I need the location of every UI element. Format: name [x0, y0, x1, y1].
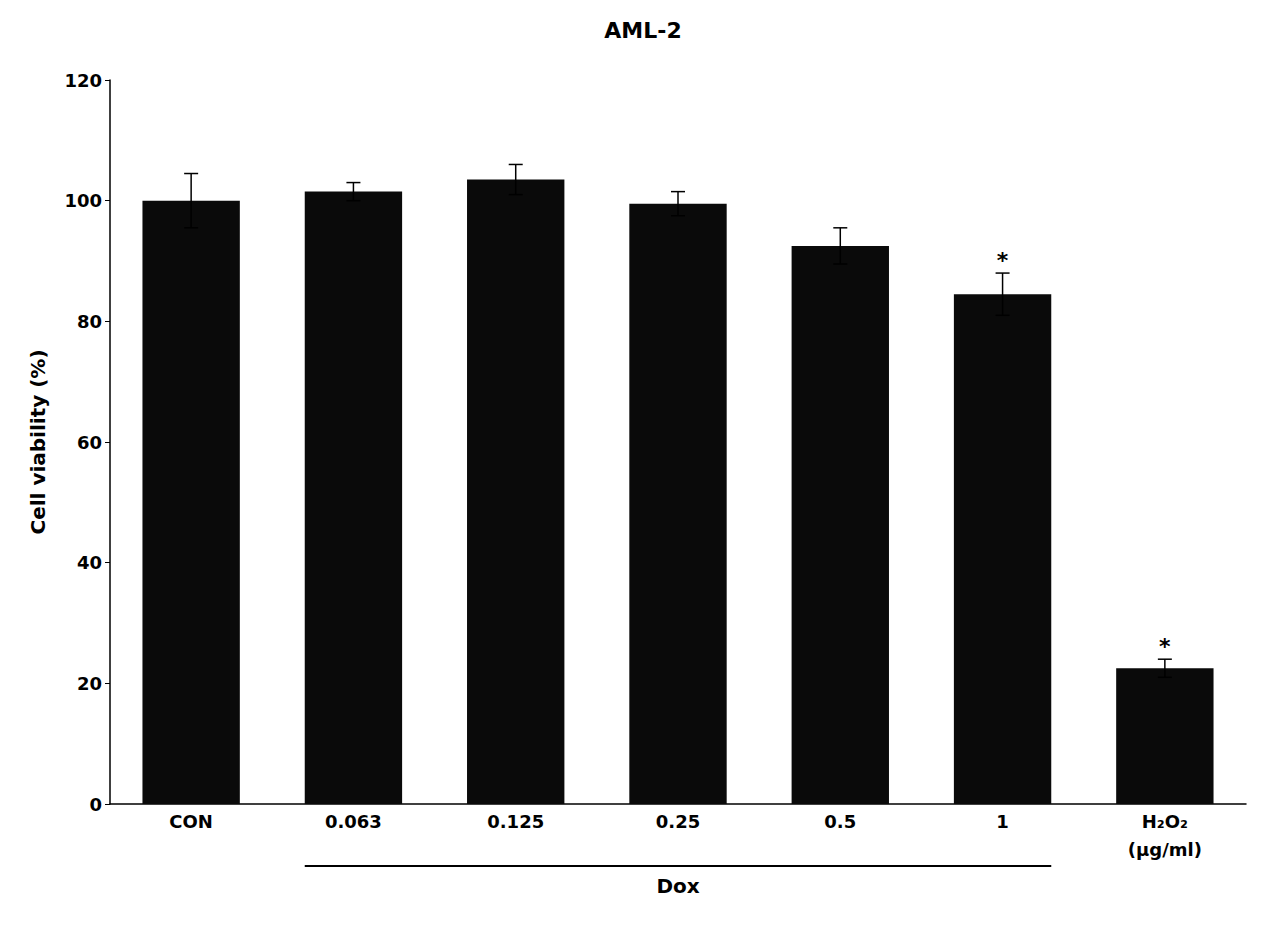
svg-text:0.5: 0.5 — [824, 811, 856, 832]
svg-text:20: 20 — [77, 673, 102, 694]
svg-text:0.063: 0.063 — [325, 811, 382, 832]
svg-text:Cell viability (%): Cell viability (%) — [26, 349, 50, 534]
svg-text:0.125: 0.125 — [487, 811, 544, 832]
svg-text:*: * — [997, 248, 1009, 273]
svg-text:(μg/ml): (μg/ml) — [1128, 839, 1202, 860]
svg-text:100: 100 — [64, 190, 102, 211]
svg-text:Dox: Dox — [656, 874, 699, 898]
svg-text:0.25: 0.25 — [656, 811, 700, 832]
svg-text:CON: CON — [169, 811, 213, 832]
svg-text:120: 120 — [64, 70, 102, 91]
svg-text:60: 60 — [77, 432, 102, 453]
svg-text:*: * — [1159, 634, 1171, 659]
svg-text:40: 40 — [77, 552, 102, 573]
svg-text:0: 0 — [89, 794, 102, 815]
svg-text:1: 1 — [996, 811, 1009, 832]
svg-text:80: 80 — [77, 311, 102, 332]
svg-text:H₂O₂: H₂O₂ — [1142, 811, 1188, 832]
svg-text:AML-2: AML-2 — [604, 18, 681, 43]
